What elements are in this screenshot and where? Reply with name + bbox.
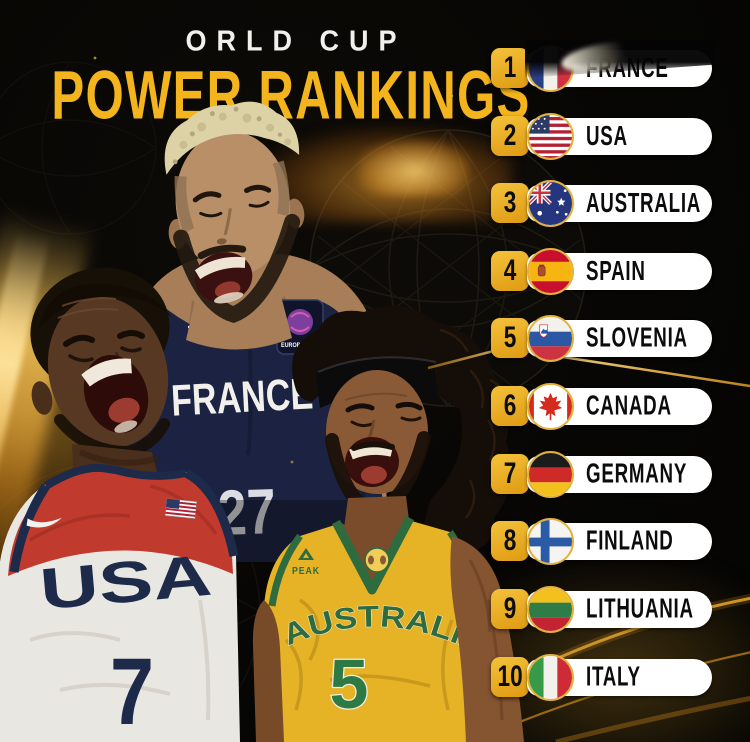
rank-number: 6 xyxy=(503,389,517,422)
rank-number-badge: 4 xyxy=(491,251,529,291)
rank-number-badge: 10 xyxy=(491,657,529,697)
country-label: SPAIN xyxy=(586,255,646,287)
rank-number-badge: 5 xyxy=(491,318,529,358)
rank-number: 1 xyxy=(503,51,517,84)
slovenia-flag-icon xyxy=(527,315,574,362)
country-label: ITALY xyxy=(586,661,641,693)
rank-number-badge: 2 xyxy=(491,116,529,156)
italy-flag-icon xyxy=(527,654,574,701)
rank-number: 3 xyxy=(503,186,517,219)
spain-flag-icon xyxy=(527,248,574,295)
rank-number-badge: 7 xyxy=(491,454,529,494)
rank-number-badge: 6 xyxy=(491,386,529,426)
country-label: FINLAND xyxy=(586,525,674,557)
lithuania-flag-icon xyxy=(527,586,574,633)
australia-flag-icon xyxy=(527,180,574,227)
rank-number-badge: 9 xyxy=(491,589,529,629)
ranking-row-5: 5 SLOVENIA xyxy=(491,315,712,365)
ranking-row-8: 8 FINLAND xyxy=(491,518,712,568)
country-label: LITHUANIA xyxy=(586,593,694,625)
rank-number: 5 xyxy=(503,321,517,354)
country-label: AUSTRALIA xyxy=(586,187,702,219)
rank-number: 4 xyxy=(503,254,517,287)
ranking-row-7: 7 GERMANY xyxy=(491,451,712,501)
ranking-row-6: 6 CANADA xyxy=(491,383,712,433)
rank-number: 7 xyxy=(503,457,517,490)
country-label: GERMANY xyxy=(586,458,688,490)
ranking-row-4: 4 SPAIN xyxy=(491,248,712,298)
country-label: SLOVENIA xyxy=(586,322,688,354)
ranking-row-3: 3 AUSTRALIA xyxy=(491,180,712,230)
country-label: USA xyxy=(586,120,628,152)
rank-number-badge: 1 xyxy=(491,48,529,88)
ranking-row-1: 1 FRANCE xyxy=(491,36,715,95)
germany-flag-icon xyxy=(527,451,574,498)
kicker-world-cup: ORLD CUP xyxy=(185,25,407,57)
country-label: CANADA xyxy=(586,390,672,422)
ranking-row-2: 2 USA xyxy=(491,113,712,163)
rank-number: 9 xyxy=(503,592,517,625)
finland-flag-icon xyxy=(527,518,574,565)
rank-number: 2 xyxy=(503,119,517,152)
ranking-row-10: 10 ITALY xyxy=(491,654,712,704)
rank-number-badge: 8 xyxy=(491,521,529,561)
rank-number: 8 xyxy=(503,524,517,557)
ranking-row-9: 9 LITHUANIA xyxy=(491,586,712,636)
canada-flag-icon xyxy=(527,383,574,430)
rank-number-badge: 3 xyxy=(491,183,529,223)
usa-flag-icon xyxy=(527,113,574,160)
rank-number: 10 xyxy=(497,660,523,693)
